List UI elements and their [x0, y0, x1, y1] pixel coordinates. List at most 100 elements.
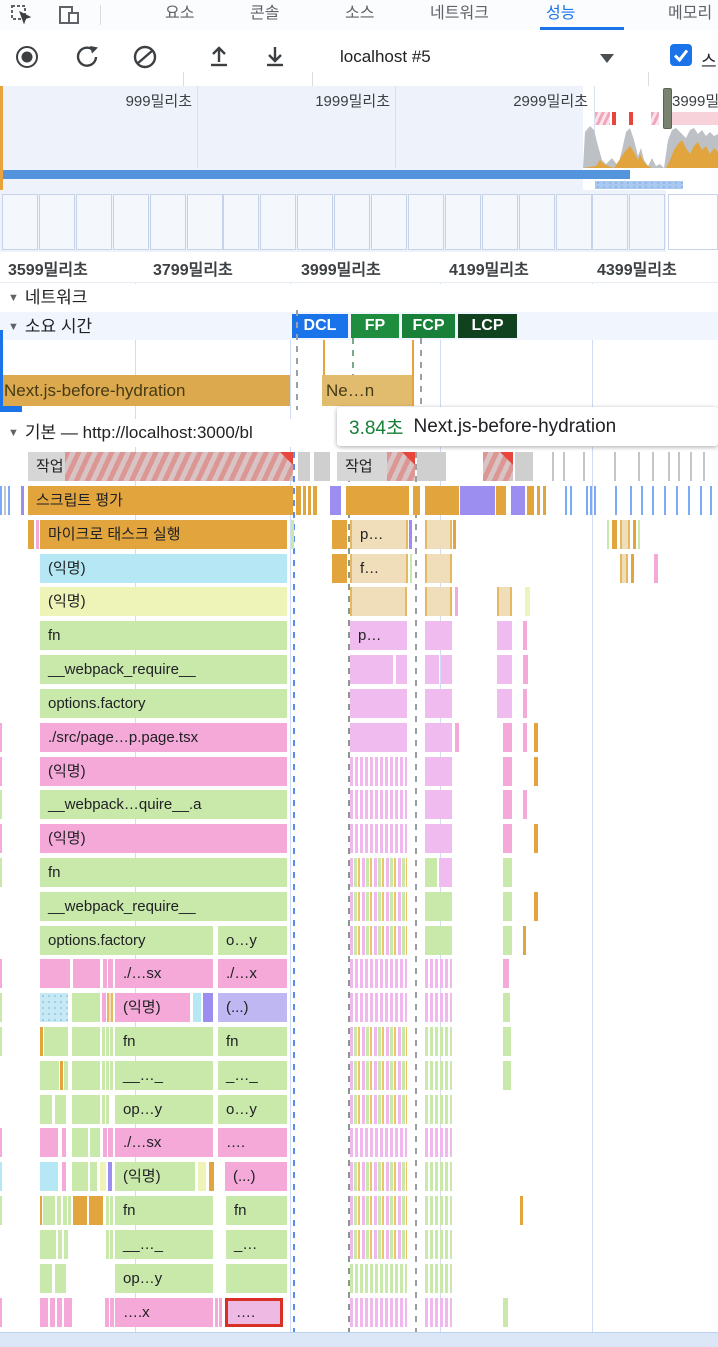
flame-bar[interactable] [503, 723, 512, 752]
flame-bar[interactable] [527, 486, 534, 515]
flame-bar[interactable]: o…y [218, 1095, 287, 1124]
flame-bar[interactable]: fn [40, 621, 287, 650]
flame-bar[interactable] [483, 452, 513, 481]
flame-bar[interactable]: __…_ [115, 1230, 213, 1259]
flame-bar[interactable]: o…y [218, 926, 287, 955]
timings-caret-icon[interactable]: ▼ [8, 321, 19, 333]
session-select[interactable]: localhost #5 [340, 47, 431, 66]
flame-bar[interactable] [565, 486, 567, 515]
collapse-caret-icon[interactable]: ▼ [8, 292, 19, 304]
flame-bar[interactable] [453, 520, 456, 549]
flame-bar[interactable] [497, 587, 512, 616]
filmstrip-frame[interactable] [481, 194, 518, 250]
flame-bar[interactable] [425, 926, 452, 955]
filmstrip-frame[interactable] [186, 194, 223, 250]
flame-bar[interactable] [439, 858, 452, 887]
tab-네트워크[interactable]: 네트워크 [430, 5, 489, 22]
flame-bar[interactable] [350, 892, 407, 921]
flame-bar[interactable]: options.factory [40, 926, 213, 955]
flame-bar[interactable] [586, 486, 588, 515]
record-button[interactable] [14, 44, 40, 70]
flame-bar[interactable] [215, 1298, 218, 1327]
flame-bar[interactable] [0, 1298, 2, 1327]
flame-bar[interactable]: 마이크로 태스크 실행 [40, 520, 287, 549]
flame-bar[interactable] [503, 824, 512, 853]
flame-bar[interactable] [425, 689, 452, 718]
flame-bar[interactable] [511, 486, 525, 515]
flame-bar[interactable] [350, 959, 407, 988]
flame-bar[interactable]: 작업 [337, 452, 415, 481]
flame-bar[interactable]: _…_ [218, 1061, 287, 1090]
flame-bar[interactable] [314, 452, 330, 481]
flame-bar[interactable] [110, 1027, 113, 1056]
flame-bar[interactable]: ./src/page…p.page.tsx [40, 723, 287, 752]
flame-bar[interactable] [523, 723, 527, 752]
flame-bar[interactable] [313, 486, 317, 515]
flame-bar[interactable] [396, 655, 407, 684]
flame-bar[interactable] [503, 790, 512, 819]
timeline-overview[interactable]: 999밀리초 1999밀리초 2999밀리초 3999밀리초 [0, 86, 718, 191]
flame-bar[interactable]: …. [218, 1128, 287, 1157]
flame-bar[interactable] [40, 1061, 59, 1090]
flame-bar[interactable] [193, 993, 201, 1022]
flame-bar[interactable] [425, 993, 452, 1022]
flame-bar[interactable] [425, 1264, 452, 1293]
flame-bar[interactable] [425, 1095, 452, 1124]
flame-bar[interactable]: _… [226, 1230, 287, 1259]
flame-bar[interactable] [110, 1061, 113, 1090]
flame-bar[interactable] [350, 723, 407, 752]
flame-bar[interactable] [106, 1027, 109, 1056]
flame-bar[interactable] [503, 757, 512, 786]
flame-bar[interactable] [409, 520, 412, 549]
flame-bar[interactable] [108, 959, 113, 988]
user-timing-bar[interactable]: Ne…n [322, 375, 412, 406]
flame-bar[interactable] [350, 1128, 407, 1157]
flame-bar[interactable] [425, 554, 452, 583]
flame-bar[interactable] [4, 486, 6, 515]
flame-bar[interactable] [8, 486, 10, 515]
flame-bar[interactable] [503, 926, 512, 955]
flame-bar[interactable] [298, 452, 310, 481]
flame-bar[interactable] [350, 655, 393, 684]
flame-bar[interactable] [523, 621, 527, 650]
flame-bar[interactable] [425, 1027, 452, 1056]
flame-bar[interactable] [537, 486, 540, 515]
flame-bar[interactable] [58, 1230, 62, 1259]
flame-bar[interactable] [668, 452, 670, 481]
flame-bar[interactable] [106, 1196, 109, 1225]
flame-bar[interactable] [652, 452, 654, 481]
flame-bar[interactable] [0, 959, 2, 988]
filmstrip-frame[interactable] [2, 194, 38, 250]
flame-bar[interactable] [198, 1162, 206, 1191]
flame-bar[interactable] [425, 1196, 452, 1225]
flame-bar[interactable] [90, 1128, 100, 1157]
flame-bar[interactable] [590, 486, 592, 515]
flame-bar[interactable]: fn [40, 858, 287, 887]
flame-bar[interactable] [641, 486, 643, 515]
flame-bar[interactable] [497, 655, 512, 684]
flame-bar[interactable] [63, 1196, 67, 1225]
flame-bar[interactable] [102, 1061, 105, 1090]
flame-bar[interactable]: p… [350, 520, 408, 549]
flame-bar[interactable] [700, 486, 702, 515]
flame-bar[interactable] [0, 1162, 2, 1191]
flame-bar[interactable] [523, 790, 527, 819]
inspect-element-icon[interactable] [10, 4, 32, 26]
flame-bar[interactable] [350, 1162, 407, 1191]
flame-bar[interactable] [64, 1230, 68, 1259]
flame-bar[interactable] [503, 959, 509, 988]
network-section-header[interactable]: ▼ 네트워크 [0, 284, 718, 312]
load-profile-icon[interactable] [206, 44, 232, 70]
flame-bar[interactable] [425, 1128, 452, 1157]
filmstrip-frame[interactable] [38, 194, 75, 250]
flame-bar[interactable] [308, 486, 311, 515]
flame-bar[interactable] [615, 486, 617, 515]
flame-bar[interactable] [633, 520, 636, 549]
timing-badge-FP[interactable]: FP [351, 314, 399, 338]
flame-bar[interactable] [68, 1196, 71, 1225]
flame-bar[interactable]: ….x [115, 1298, 213, 1327]
flame-bar[interactable] [503, 892, 512, 921]
flame-bar[interactable] [89, 1196, 103, 1225]
flame-bar[interactable]: (익명) [40, 587, 287, 616]
flame-bar[interactable] [425, 655, 439, 684]
